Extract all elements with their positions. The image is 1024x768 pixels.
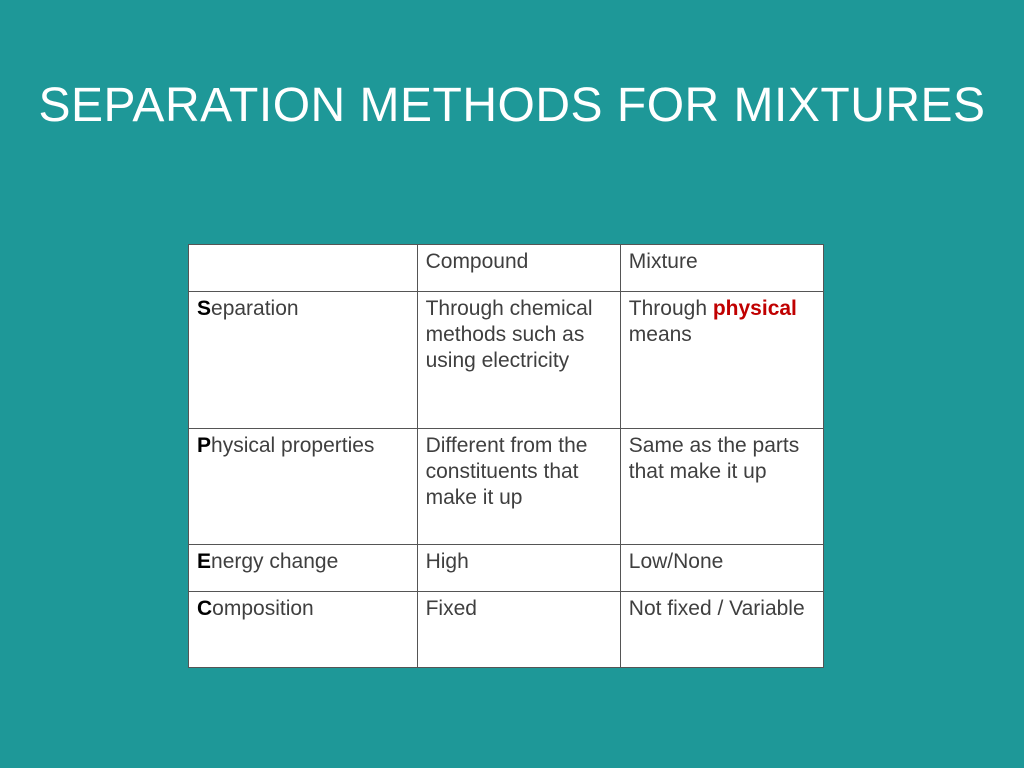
- cell-mixture: Not fixed / Variable: [620, 591, 823, 667]
- cell-compound: Fixed: [417, 591, 620, 667]
- row-label-separation: Separation: [189, 291, 418, 428]
- table-header-row: Compound Mixture: [189, 245, 824, 292]
- comparison-table-container: Compound Mixture Separation Through chem…: [188, 244, 824, 668]
- header-compound: Compound: [417, 245, 620, 292]
- row-label-composition: Composition: [189, 591, 418, 667]
- row-label-physical: Physical properties: [189, 428, 418, 544]
- header-mixture: Mixture: [620, 245, 823, 292]
- table-row: Energy change High Low/None: [189, 545, 824, 592]
- cell-mixture: Low/None: [620, 545, 823, 592]
- cell-compound: Through chemical methods such as using e…: [417, 291, 620, 428]
- row-label-energy: Energy change: [189, 545, 418, 592]
- table-row: Separation Through chemical methods such…: [189, 291, 824, 428]
- table-row: Physical properties Different from the c…: [189, 428, 824, 544]
- table-row: Composition Fixed Not fixed / Variable: [189, 591, 824, 667]
- cell-mixture: Same as the parts that make it up: [620, 428, 823, 544]
- cell-compound: High: [417, 545, 620, 592]
- cell-compound: Different from the constituents that mak…: [417, 428, 620, 544]
- cell-mixture: Through physical means: [620, 291, 823, 428]
- page-title: SEPARATION METHODS FOR MIXTURES: [0, 0, 1024, 133]
- comparison-table: Compound Mixture Separation Through chem…: [188, 244, 824, 668]
- slide: SEPARATION METHODS FOR MIXTURES Compound…: [0, 0, 1024, 768]
- header-blank: [189, 245, 418, 292]
